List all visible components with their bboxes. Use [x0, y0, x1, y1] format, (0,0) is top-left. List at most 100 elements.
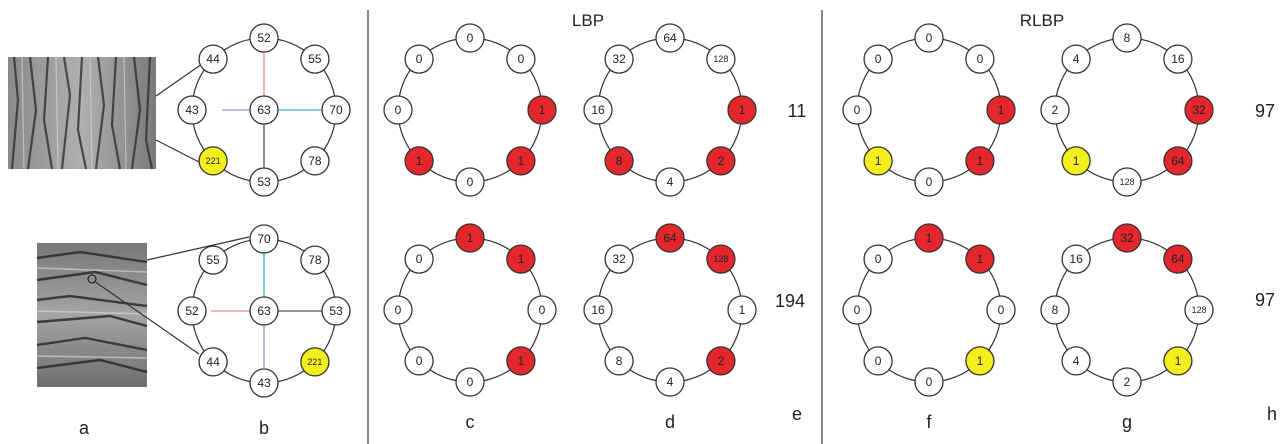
panel-label-d: d: [665, 412, 675, 432]
svg-text:1: 1: [926, 231, 933, 245]
neighbor-pixel: 1: [986, 95, 1016, 125]
svg-text:44: 44: [206, 355, 220, 369]
circle-g-bottom: 32 64 128 1 2 4 8 16: [1040, 223, 1214, 397]
svg-text:16: 16: [1171, 52, 1185, 66]
svg-text:4: 4: [667, 175, 674, 189]
neighbor-pixel: 1: [506, 146, 536, 176]
rlbp-title: RLBP: [1020, 11, 1064, 30]
svg-text:52: 52: [257, 31, 271, 45]
circle-g-top: 8 16 32 64 128 1 2 4: [1040, 23, 1214, 197]
panel-label-e: e: [792, 404, 802, 424]
neighbor-lines-bottom: [211, 252, 326, 368]
svg-text:0: 0: [926, 175, 933, 189]
svg-text:128: 128: [1119, 177, 1134, 187]
neighbor-pixel: 78: [300, 245, 330, 275]
svg-text:1: 1: [977, 354, 984, 368]
neighbor-pixel: 16: [1163, 44, 1193, 74]
svg-text:43: 43: [185, 103, 199, 117]
center-pixel: 63: [249, 95, 279, 125]
svg-text:70: 70: [329, 103, 343, 117]
svg-text:1: 1: [739, 103, 746, 117]
code-lbp-bottom: 194: [775, 291, 805, 311]
neighbor-pixel: 0: [863, 244, 893, 274]
svg-text:1: 1: [1175, 354, 1182, 368]
center-pixel: 63: [249, 296, 279, 326]
neighbor-pixel: 4: [655, 367, 685, 397]
neighbor-pixel: 0: [383, 295, 413, 325]
svg-text:16: 16: [1069, 252, 1083, 266]
svg-text:63: 63: [257, 304, 271, 318]
neighbor-pixel: 0: [404, 44, 434, 74]
svg-text:0: 0: [539, 303, 546, 317]
svg-text:0: 0: [395, 303, 402, 317]
neighbor-pixel: 64: [655, 223, 685, 253]
svg-text:63: 63: [257, 103, 271, 117]
svg-text:0: 0: [467, 175, 474, 189]
svg-text:64: 64: [663, 231, 677, 245]
svg-text:16: 16: [591, 303, 605, 317]
neighbor-pixel: 2: [706, 346, 736, 376]
svg-text:2: 2: [718, 354, 725, 368]
svg-text:78: 78: [308, 154, 322, 168]
neighbor-pixel: 0: [506, 44, 536, 74]
svg-text:70: 70: [257, 232, 271, 246]
svg-text:1: 1: [539, 103, 546, 117]
svg-text:128: 128: [713, 254, 728, 264]
neighbor-pixel: 32: [604, 44, 634, 74]
neighbor-pixel: 1: [965, 146, 995, 176]
neighbor-pixel: 221: [300, 347, 330, 377]
svg-text:32: 32: [612, 52, 626, 66]
svg-text:8: 8: [616, 354, 623, 368]
svg-text:0: 0: [998, 303, 1005, 317]
neighbor-pixel: 0: [455, 23, 485, 53]
code-rlbp-bottom: 97: [1255, 290, 1275, 310]
svg-text:8: 8: [616, 154, 623, 168]
neighbor-pixel: 128: [706, 244, 736, 274]
neighbor-pixel: 0: [455, 367, 485, 397]
svg-text:52: 52: [185, 304, 199, 318]
circle-f-top: 0 0 1 1 0 1 0 0: [842, 23, 1016, 197]
svg-text:55: 55: [206, 253, 220, 267]
neighbor-pixel: 0: [863, 346, 893, 376]
neighbor-pixel: 32: [604, 244, 634, 274]
neighbor-pixel: 1: [506, 346, 536, 376]
svg-text:0: 0: [467, 31, 474, 45]
panel-label-f: f: [926, 412, 932, 432]
circle-f-bottom: 1 1 0 1 0 0 0 0: [842, 223, 1016, 397]
neighbor-pixel: 8: [604, 146, 634, 176]
neighbor-pixel: 0: [914, 167, 944, 197]
svg-text:8: 8: [1124, 31, 1131, 45]
circles-layer: 6352557078532214344637078532214344525500…: [177, 23, 1214, 398]
neighbor-pixel: 221: [198, 146, 228, 176]
neighbor-pixel: 55: [300, 44, 330, 74]
neighbor-pixel: 2: [1040, 95, 1070, 125]
svg-text:1: 1: [998, 103, 1005, 117]
svg-text:32: 32: [1120, 231, 1134, 245]
svg-text:8: 8: [1052, 303, 1059, 317]
svg-text:53: 53: [329, 304, 343, 318]
svg-text:0: 0: [416, 354, 423, 368]
neighbor-pixel: 32: [1112, 223, 1142, 253]
neighbor-lines-top: [222, 50, 326, 170]
neighbor-pixel: 8: [604, 346, 634, 376]
circle-c-top: 0 0 1 1 0 1 0 0: [383, 23, 557, 197]
code-lbp-top: 11: [788, 101, 807, 121]
svg-text:128: 128: [713, 54, 728, 64]
neighbor-pixel: 52: [177, 296, 207, 326]
circle-d-top: 64 128 1 2 4 8 16 32: [583, 23, 757, 197]
svg-text:44: 44: [206, 52, 220, 66]
neighbor-pixel: 70: [321, 95, 351, 125]
neighbor-pixel: 0: [965, 44, 995, 74]
neighbor-pixel: 44: [198, 347, 228, 377]
neighbor-pixel: 16: [583, 95, 613, 125]
svg-text:1: 1: [977, 252, 984, 266]
svg-text:1: 1: [518, 252, 525, 266]
neighbor-pixel: 53: [321, 296, 351, 326]
neighbor-pixel: 1: [404, 146, 434, 176]
neighbor-pixel: 4: [655, 167, 685, 197]
lbp-title: LBP: [572, 11, 604, 30]
neighbor-pixel: 1: [727, 95, 757, 125]
panel-label-c: c: [466, 412, 475, 432]
neighbor-pixel: 64: [1163, 244, 1193, 274]
